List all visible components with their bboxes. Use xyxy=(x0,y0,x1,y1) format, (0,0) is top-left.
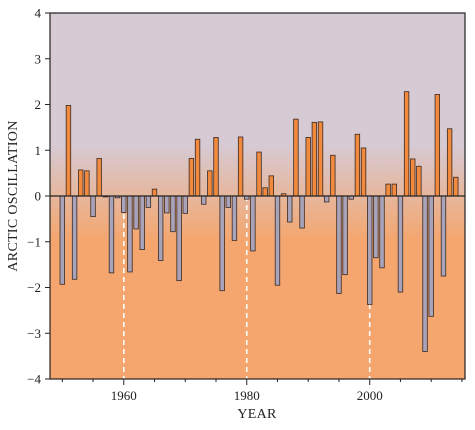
bar-1954 xyxy=(84,170,90,197)
bar-1983 xyxy=(262,187,268,197)
bar-2004 xyxy=(391,183,397,197)
x-tick-label: 2000 xyxy=(357,388,383,403)
bar-1994 xyxy=(330,154,336,197)
bar-2007 xyxy=(410,158,416,197)
bar-1963 xyxy=(139,195,145,250)
bar-1988 xyxy=(293,118,299,197)
bar-1958 xyxy=(108,195,115,274)
bar-2013 xyxy=(446,128,453,197)
y-axis-title: ARCTIC OSCILLATION xyxy=(6,120,21,271)
bar-1992 xyxy=(317,121,324,197)
bar-1966 xyxy=(157,195,164,261)
bar-1973 xyxy=(201,195,207,205)
bar-1996 xyxy=(342,195,348,276)
bar-1968 xyxy=(170,195,176,233)
bar-1962 xyxy=(133,195,139,230)
bar-2005 xyxy=(397,195,404,293)
bar-2003 xyxy=(385,183,391,197)
bar-1999 xyxy=(360,147,367,197)
y-tick-label: 3 xyxy=(35,51,42,66)
bar-1960 xyxy=(121,195,127,213)
bar-1977 xyxy=(225,195,231,208)
bar-1964 xyxy=(145,195,152,208)
bar-1951 xyxy=(65,105,72,197)
x-tick-label: 1960 xyxy=(111,388,137,403)
bar-1985 xyxy=(274,195,281,286)
bar-1965 xyxy=(151,188,158,197)
bar-1971 xyxy=(188,158,195,197)
x-tick-label: 1980 xyxy=(234,388,260,403)
bar-1950 xyxy=(59,195,65,285)
bar-1987 xyxy=(287,195,293,223)
bar-1998 xyxy=(354,133,361,197)
y-axis: −4 −3 −2 −1 0 1 2 3 4 xyxy=(27,6,50,387)
bar-1953 xyxy=(78,169,84,197)
bar-1991 xyxy=(311,121,318,197)
bar-2000 xyxy=(367,195,373,305)
bar-2014 xyxy=(453,176,459,197)
bar-2002 xyxy=(379,195,385,269)
bar-1974 xyxy=(207,170,213,197)
bar-1975 xyxy=(213,137,219,197)
y-tick-label: 0 xyxy=(35,189,42,204)
y-tick-label: 4 xyxy=(35,6,42,21)
bar-1984 xyxy=(268,175,275,197)
bar-1969 xyxy=(176,195,182,282)
bar-1955 xyxy=(90,195,96,217)
bar-1961 xyxy=(127,195,133,273)
bar-1982 xyxy=(256,151,262,197)
x-axis-title: YEAR xyxy=(237,407,277,422)
y-tick-label: 1 xyxy=(35,143,42,158)
y-tick-label: −2 xyxy=(27,280,41,295)
bar-1978 xyxy=(231,195,238,241)
bar-2012 xyxy=(440,195,447,277)
y-tick-label: 2 xyxy=(35,97,42,112)
bar-1990 xyxy=(305,137,311,197)
bar-1952 xyxy=(71,195,78,280)
bar-1970 xyxy=(182,195,188,214)
bar-1981 xyxy=(250,195,256,252)
y-tick-label: −1 xyxy=(27,234,41,249)
bar-2010 xyxy=(428,195,434,317)
bar-1972 xyxy=(194,138,201,197)
y-tick-label: −3 xyxy=(27,326,41,341)
y-tick-label: −4 xyxy=(27,372,41,387)
bar-1967 xyxy=(164,195,170,214)
bar-2001 xyxy=(373,195,379,259)
bar-1956 xyxy=(96,158,102,197)
bar-1976 xyxy=(219,195,225,292)
bar-1995 xyxy=(336,195,342,294)
bar-2008 xyxy=(416,165,422,197)
bar-2011 xyxy=(434,94,441,197)
bar-1989 xyxy=(299,195,305,229)
bar-2006 xyxy=(403,91,410,197)
bar-1979 xyxy=(237,136,244,197)
bar-1993 xyxy=(323,195,330,203)
bar-2009 xyxy=(422,195,428,352)
x-axis: 1960 1980 2000 xyxy=(61,379,463,403)
